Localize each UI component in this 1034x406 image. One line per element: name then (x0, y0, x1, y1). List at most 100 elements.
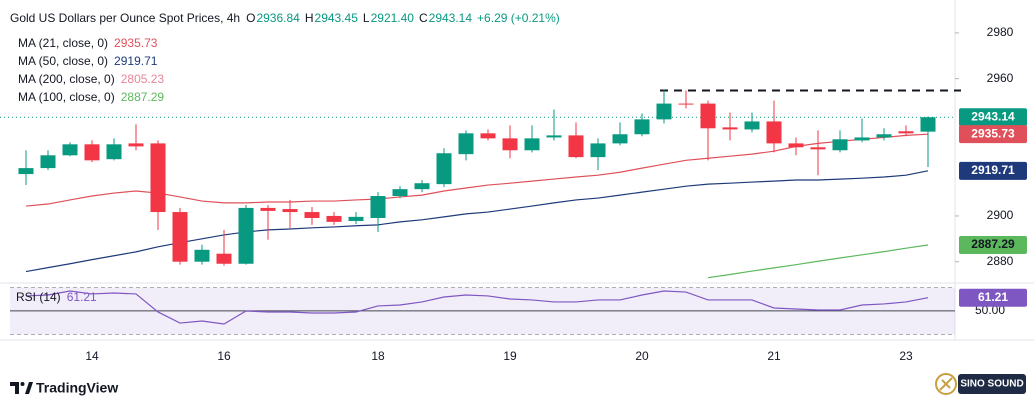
ma-legend-name: MA (100, close, 0) (18, 90, 115, 104)
watermark: SINO SOUND (935, 373, 1026, 395)
ohlc-key: O (246, 11, 255, 25)
ma-price-label-box (959, 236, 1027, 255)
ohlc-key: C (419, 11, 428, 25)
moving-average-line (707, 244, 929, 279)
candle-body (84, 144, 100, 161)
candle-body (348, 216, 364, 221)
candle-body (502, 138, 518, 151)
candle-body (436, 153, 452, 185)
candle-body (524, 138, 540, 151)
candle-body (128, 143, 144, 147)
ohlc-key: L (363, 11, 370, 25)
ma-legend: MA (50, close, 0) 2919.71 (18, 54, 158, 68)
ma-legend: MA (200, close, 0) 2805.23 (18, 72, 164, 86)
ma-price-label: 2887.29 (971, 237, 1015, 251)
ma-price-label: 2935.73 (971, 126, 1015, 140)
last-price-label-box (959, 108, 1027, 127)
candle-body (62, 144, 78, 156)
ma-legend: MA (100, close, 0) 2887.29 (18, 90, 164, 104)
candle-body (172, 212, 188, 262)
ma-price-label: 2919.71 (971, 163, 1015, 177)
candle-body (898, 131, 914, 134)
ohlc-value: 2936.84 (256, 11, 300, 25)
ma-legend: MA (21, close, 0) 2935.73 (18, 36, 158, 50)
candle-body (700, 103, 716, 129)
candle-body (304, 212, 320, 218)
ma-legend-name: MA (50, close, 0) (18, 54, 108, 68)
rsi-value-label: 61.21 (978, 290, 1008, 304)
candle-body (216, 253, 232, 264)
candle-body (920, 117, 936, 132)
candle-body (238, 207, 254, 264)
rsi-line (25, 290, 929, 325)
candle-body (854, 137, 870, 141)
footer-brand: TradingView (36, 380, 118, 396)
x-tick-label: 16 (217, 349, 231, 363)
ma-legend-value: 2805.23 (121, 72, 165, 86)
y-tick-label: 2900 (987, 208, 1014, 222)
rsi-legend: RSI (14) 61.21 (16, 290, 97, 304)
candle-body (810, 147, 826, 150)
rsi-legend-value: 61.21 (67, 290, 97, 304)
ohlc-value: +6.29 (+0.21%) (477, 11, 560, 25)
y-tick-label: 2980 (987, 25, 1014, 39)
chart-title: Gold US Dollars per Ounce Spot Prices, 4… (10, 11, 240, 25)
ohlc-value: 2943.45 (315, 11, 359, 25)
y-tick-label: 2960 (987, 71, 1014, 85)
candle-body (260, 207, 276, 211)
ma-legend-name: MA (200, close, 0) (18, 72, 115, 86)
candle-body (18, 168, 34, 175)
logo-icon (10, 382, 19, 394)
candle-body (194, 249, 210, 262)
rsi-legend-name: RSI (14) (16, 290, 61, 304)
y-tick-label: 2880 (987, 254, 1014, 268)
ohlc-key: H (305, 11, 314, 25)
candle-body (282, 209, 298, 213)
watermark-glyph (939, 377, 953, 391)
x-tick-label: 14 (85, 349, 99, 363)
last-price-label: 2943.14 (971, 109, 1015, 123)
candle-body (722, 127, 738, 130)
candle-body (370, 196, 386, 218)
candle-body (788, 143, 804, 148)
candle-body (106, 144, 122, 160)
x-tick-label: 19 (503, 349, 517, 363)
ma-legend-value: 2919.71 (114, 54, 158, 68)
candle-body (612, 134, 628, 144)
rsi-value-label-box (959, 288, 1027, 307)
x-tick-label: 20 (635, 349, 649, 363)
candle-body (656, 103, 672, 120)
moving-average-line (25, 133, 929, 207)
ohlc-value: 2921.40 (371, 11, 415, 25)
candle-body (590, 143, 606, 158)
ma-legend-value: 2935.73 (114, 36, 158, 50)
tradingview-logo: TradingView (10, 380, 118, 396)
ma-price-label-box (959, 161, 1027, 180)
candle-body (766, 121, 782, 144)
candle-body (876, 134, 892, 138)
logo-dot (20, 382, 25, 386)
candle-body (326, 215, 342, 222)
x-tick-label: 18 (371, 349, 385, 363)
legend-background (6, 8, 228, 108)
watermark-plate (958, 374, 1026, 394)
x-tick-label: 23 (899, 349, 913, 363)
x-tick-label: 21 (767, 349, 781, 363)
ma-price-label-box (959, 125, 1027, 144)
candle-body (832, 139, 848, 151)
candle-body (634, 119, 650, 135)
candle-body (480, 133, 496, 139)
ma-legend-value: 2887.29 (121, 90, 165, 104)
candle-body (150, 143, 166, 213)
candle-body (40, 155, 56, 169)
watermark-text: SINO SOUND (960, 379, 1023, 390)
candle-body (458, 133, 474, 155)
candle-body (546, 135, 562, 138)
header: Gold US Dollars per Ounce Spot Prices, 4… (10, 11, 560, 25)
candle-body (678, 103, 694, 105)
candle-body (414, 183, 430, 190)
candle-body (392, 189, 408, 197)
candle-body (568, 135, 584, 158)
